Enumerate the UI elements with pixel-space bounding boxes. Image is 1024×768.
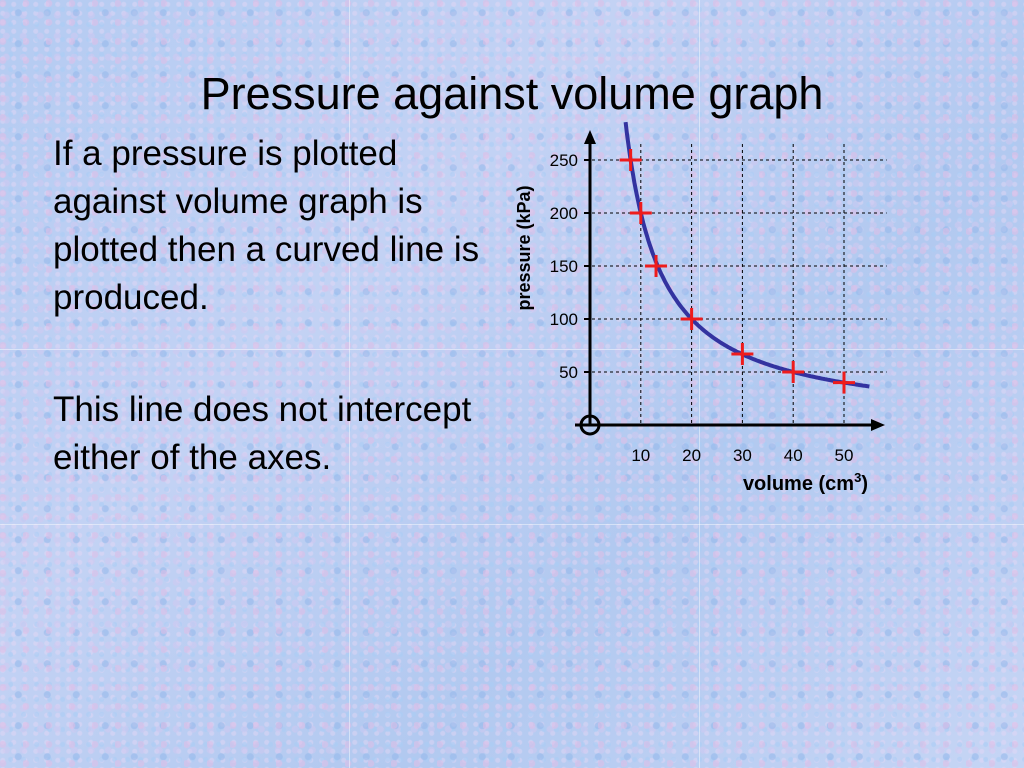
x-axis-arrowhead: [871, 419, 885, 431]
y-tick-label: 50: [559, 363, 578, 382]
data-point-marker: [645, 255, 668, 277]
x-tick-label: 50: [835, 446, 854, 465]
y-tick-label: 200: [550, 204, 578, 223]
slide-title: Pressure against volume graph: [200, 68, 824, 120]
body-paragraph-intercept: This line does not intercept either of t…: [53, 390, 472, 477]
y-axis-label: pressure (kPa): [514, 185, 534, 310]
data-point-marker: [619, 149, 642, 171]
background-line: [699, 0, 700, 768]
data-point-marker: [782, 361, 805, 383]
background-line: [0, 524, 1024, 525]
x-tick-labels: 10 20 30 40 50: [631, 446, 853, 465]
origin-marker: [579, 414, 601, 436]
data-points: [619, 149, 855, 394]
pressure-volume-chart: 10 20 30 40 50 50 100 150 200 250 pressure (kPa)…: [514, 121, 887, 495]
y-tick-label: 250: [550, 151, 578, 170]
data-point-marker: [629, 202, 652, 224]
background-line: [349, 0, 350, 768]
x-tick-label: 40: [784, 446, 803, 465]
chart-axes: [575, 130, 885, 436]
body-paragraph-curve: If a pressure is plotted against volume …: [53, 134, 480, 317]
inverse-curve: [623, 121, 870, 389]
data-point-marker: [680, 308, 703, 330]
background-line: [0, 349, 1024, 350]
y-tick-labels: 50 100 150 200 250: [550, 151, 578, 382]
x-tick-label: 10: [631, 446, 650, 465]
y-tick-label: 150: [550, 257, 578, 276]
x-axis-label-close: ): [861, 473, 868, 495]
y-axis-arrowhead: [584, 130, 596, 144]
data-point-marker: [833, 371, 855, 394]
y-tick-label: 100: [550, 310, 578, 329]
x-tick-label: 20: [682, 446, 701, 465]
x-axis-label-superscript: 3: [854, 470, 861, 485]
x-tick-label: 30: [733, 446, 752, 465]
data-point-marker: [731, 342, 754, 365]
x-axis-label: volume (cm3): [743, 470, 868, 495]
x-axis-label-main: volume (cm: [743, 473, 854, 495]
